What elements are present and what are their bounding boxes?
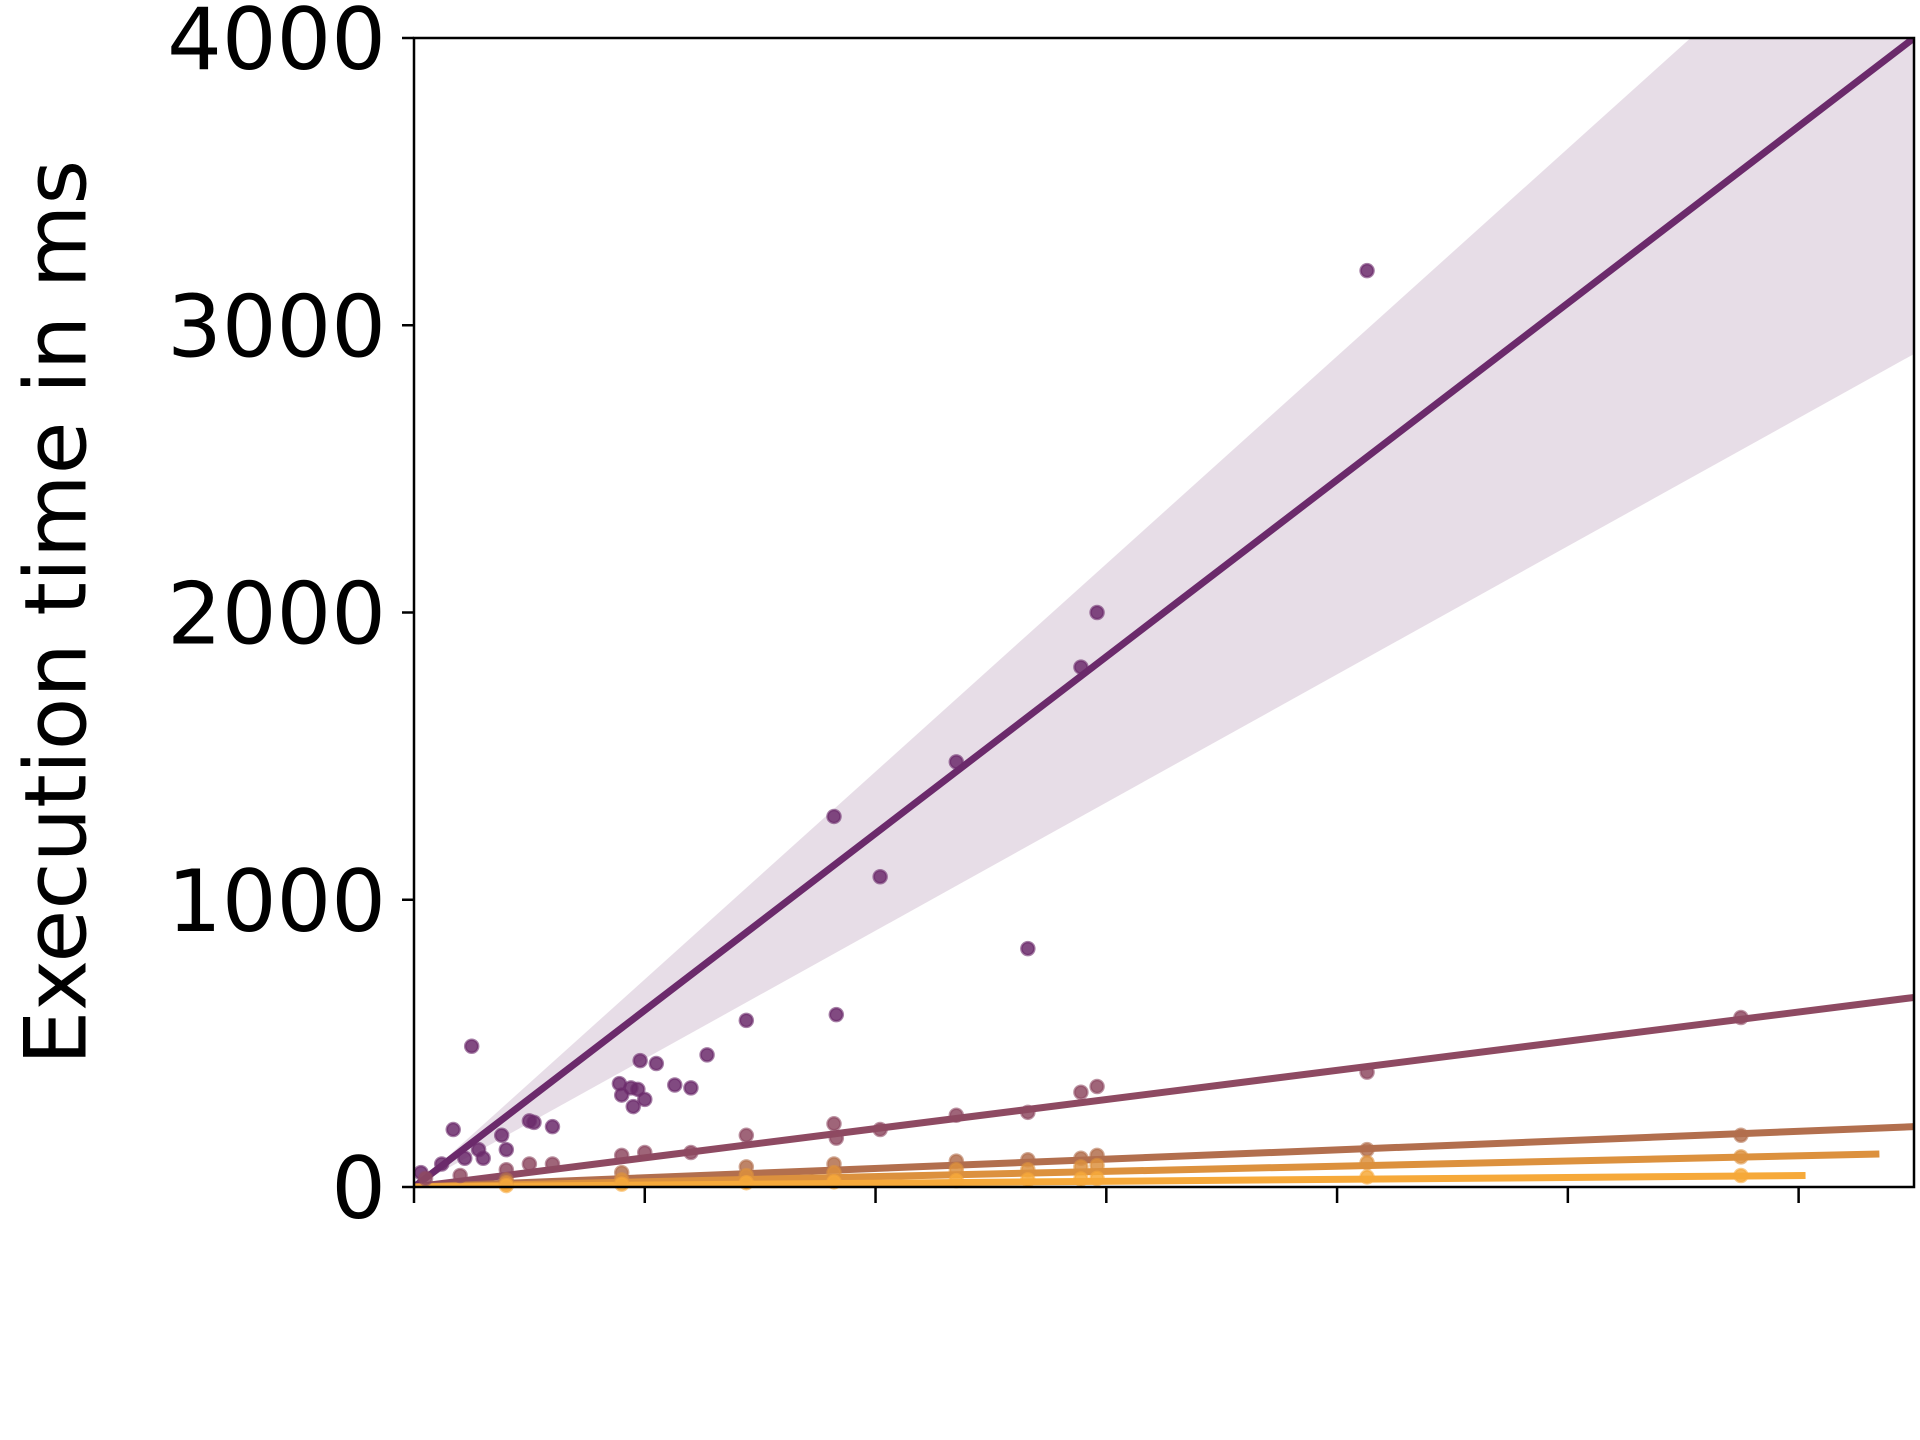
data-point-series-2: [1089, 1078, 1105, 1095]
fit-line-series-3: [414, 1123, 1914, 1187]
data-point-series-1: [475, 1150, 491, 1167]
y-axis-ticks: 0 1000 2000 3000 4000: [167, 0, 414, 1239]
fit-line-series-2: [414, 993, 1914, 1187]
data-point-series-1: [433, 1156, 450, 1172]
data-point-series-5: [1733, 1167, 1749, 1184]
data-point-series-2: [521, 1156, 538, 1172]
data-point-series-1: [699, 1047, 715, 1063]
data-point-series-2: [452, 1167, 468, 1184]
data-point-series-1: [632, 1052, 648, 1069]
data-point-series-1: [648, 1055, 665, 1072]
data-point-series-1: [667, 1077, 683, 1093]
data-point-series-2: [1359, 1064, 1375, 1080]
fit-line-series-5: [414, 1172, 1806, 1187]
data-point-series-5: [1073, 1171, 1089, 1187]
data-point-series-5: [826, 1174, 842, 1190]
data-point-series-1: [498, 1141, 515, 1158]
confidence-band-1: [414, 38, 1914, 1187]
data-point-series-3: [1359, 1141, 1375, 1158]
y-axis-label: Execution time in ms: [6, 160, 106, 1065]
data-point-series-4: [1359, 1154, 1375, 1171]
fit-line-series-1: [414, 38, 1914, 1187]
data-point-series-3: [1733, 1127, 1749, 1144]
data-point-series-1: [1073, 659, 1089, 675]
data-point-series-2: [1073, 1084, 1089, 1100]
data-point-series-1: [544, 1118, 561, 1135]
data-point-series-1: [457, 1150, 473, 1167]
data-points: [413, 262, 1749, 1194]
data-point-series-5: [948, 1172, 965, 1189]
y-tick-label: 3000: [167, 277, 386, 377]
data-point-series-1: [1089, 604, 1105, 621]
data-point-series-2: [826, 1116, 842, 1132]
data-point-series-2: [1020, 1104, 1036, 1121]
data-point-series-1: [493, 1127, 510, 1144]
data-point-series-2: [1733, 1009, 1749, 1026]
data-point-series-1: [683, 1080, 699, 1096]
data-point-series-1: [872, 869, 888, 885]
y-tick-label: 4000: [167, 0, 386, 90]
data-point-series-1: [828, 1006, 845, 1023]
data-point-series-1: [738, 1012, 755, 1029]
data-point-series-2: [738, 1127, 755, 1144]
data-point-series-2: [417, 1170, 434, 1187]
data-point-series-4: [1733, 1149, 1749, 1165]
confidence-bands: [414, 38, 1914, 1187]
data-point-series-5: [498, 1177, 515, 1194]
data-point-series-1: [1359, 262, 1375, 279]
data-point-series-2: [828, 1130, 845, 1146]
data-point-series-2: [683, 1144, 699, 1161]
data-point-series-2: [948, 1107, 965, 1123]
data-point-series-1: [625, 1098, 641, 1115]
data-point-series-1: [526, 1114, 542, 1131]
data-point-series-1: [826, 808, 842, 825]
data-point-series-5: [1020, 1172, 1036, 1188]
data-point-series-2: [872, 1121, 888, 1138]
data-point-series-2: [544, 1156, 561, 1172]
data-point-series-5: [613, 1176, 630, 1192]
x-axis-ticks: [412, 1187, 1800, 1203]
data-point-series-1: [1020, 940, 1036, 957]
data-point-series-5: [1089, 1170, 1105, 1187]
data-point-series-4: [1089, 1157, 1105, 1174]
y-tick-label: 0: [331, 1139, 386, 1239]
data-point-series-5: [1359, 1169, 1375, 1185]
y-tick-label: 2000: [167, 565, 386, 665]
data-point-series-2: [637, 1144, 653, 1161]
fit-lines: [414, 38, 1914, 1187]
y-tick-label: 1000: [167, 852, 386, 952]
data-point-series-1: [445, 1121, 461, 1138]
data-point-series-2: [613, 1147, 630, 1164]
data-point-series-1: [637, 1091, 653, 1108]
data-point-series-1: [948, 754, 965, 770]
data-point-series-1: [463, 1038, 480, 1054]
